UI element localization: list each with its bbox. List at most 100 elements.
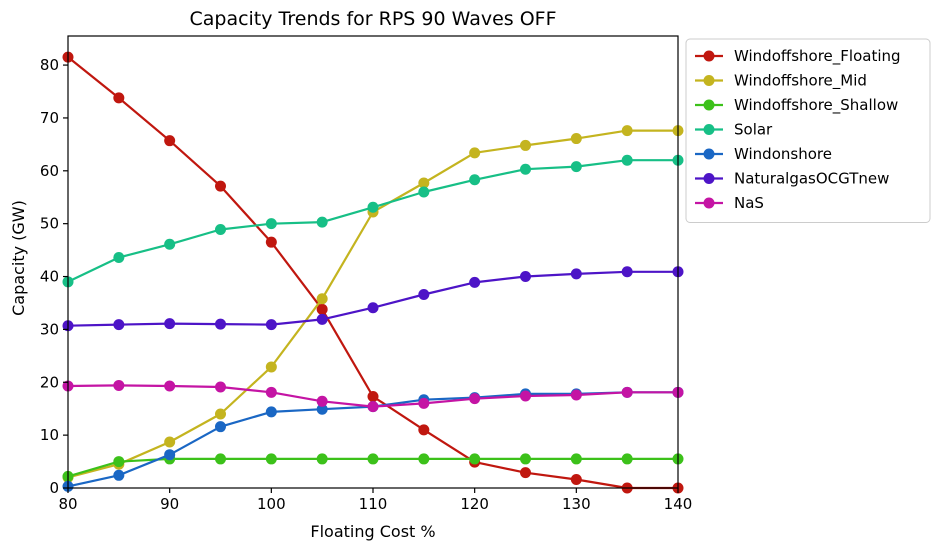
data-point-windonshore [113,469,125,481]
data-point-solar [520,163,531,175]
data-point-nas [367,401,379,413]
legend-label-solar: Solar [734,121,773,139]
data-point-naturalgasocgtnew [621,266,633,278]
data-point-naturalgasocgtnew [520,271,531,283]
data-point-windoffshore-floating [164,135,176,147]
x-tick-label: 110 [359,495,388,513]
data-point-windoffshore-mid [316,293,328,305]
data-point-windoffshore-shallow [113,456,125,468]
data-point-windoffshore-floating [113,92,125,104]
x-tick-label: 90 [160,495,179,513]
data-point-nas [113,379,125,391]
legend-label-windoffshore-shallow: Windoffshore_Shallow [734,96,898,115]
data-point-solar [113,252,125,264]
data-point-windonshore [316,403,328,415]
legend-label-windoffshore-mid: Windoffshore_Mid [734,72,867,91]
y-tick-label: 70 [40,109,59,127]
data-point-windoffshore-shallow [520,453,531,465]
data-point-naturalgasocgtnew [164,318,176,330]
legend-label-nas: NaS [734,194,764,212]
data-point-nas [316,395,328,407]
data-point-naturalgasocgtnew [316,313,328,325]
data-point-windoffshore-mid [265,361,277,373]
data-point-naturalgasocgtnew [113,319,125,331]
series-line-naturalgasocgtnew [67,270,678,327]
series-layer [62,51,684,494]
axes-layer: 80 90 100 110 120 130 140 0 10 20 30 40 50 60 70 80 [40,35,693,513]
y-tick-label: 10 [40,426,59,444]
y-tick-label: 60 [40,162,59,180]
y-tick-label: 0 [49,479,59,497]
y-axis-label: Capacity (GW) [9,200,28,316]
data-point-solar [265,218,277,230]
data-point-nas [215,381,226,393]
data-point-naturalgasocgtnew [367,302,379,314]
data-point-windoffshore-shallow [418,453,430,465]
data-point-windoffshore-mid [570,133,582,145]
data-point-windoffshore-shallow [367,453,379,465]
data-point-nas [520,390,531,402]
data-point-windoffshore-shallow [570,453,582,465]
plot-frame [67,35,679,489]
legend-label-windoffshore-floating: Windoffshore_Floating [734,47,901,66]
data-point-windoffshore-floating [418,424,430,436]
chart-title: Capacity Trends for RPS 90 Waves OFF [189,8,556,30]
data-point-nas [621,386,633,398]
x-tick-label: 130 [562,495,591,513]
data-point-naturalgasocgtnew [215,318,226,330]
data-point-windoffshore-mid [621,125,633,137]
legend: Windoffshore_Floating Windoffshore_Mid Win… [685,38,931,223]
legend-label-naturalgasocgtnew: NaturalgasOCGTnew [734,170,889,188]
data-point-nas [418,397,430,409]
data-point-nas [164,380,176,392]
data-point-windoffshore-mid [469,147,481,159]
data-point-solar [164,238,176,250]
data-point-windoffshore-mid [164,436,176,448]
y-tick-label: 80 [40,56,59,74]
data-point-windoffshore-mid [418,177,430,189]
legend-swatch-marker-windoffshore-floating [703,50,715,62]
y-tick-label: 20 [40,373,59,391]
x-tick-label: 120 [460,495,489,513]
legend-box [685,38,931,223]
legend-swatch-marker-solar [703,124,715,135]
data-point-nas [570,389,582,401]
data-point-naturalgasocgtnew [265,319,277,331]
data-point-windoffshore-shallow [469,453,481,465]
data-point-naturalgasocgtnew [469,276,481,288]
legend-label-windonshore: Windonshore [734,145,832,163]
data-point-nas [265,386,277,398]
x-tick-label: 80 [58,495,77,513]
x-tick-label: 100 [257,495,286,513]
y-tick-label: 30 [40,320,59,338]
data-point-windonshore [164,449,176,461]
legend-swatch-marker-windoffshore-mid [703,75,715,86]
data-point-windoffshore-floating [215,180,226,192]
x-tick-label: 140 [664,495,693,513]
y-tick-label: 40 [40,268,59,286]
data-point-windoffshore-floating [316,303,328,315]
data-point-windoffshore-shallow [316,453,328,465]
data-point-windoffshore-shallow [265,453,277,465]
data-point-windoffshore-mid [520,139,531,151]
data-point-windoffshore-floating [520,467,531,479]
data-point-naturalgasocgtnew [418,289,430,301]
data-point-solar [418,186,430,198]
data-point-windoffshore-floating [367,391,379,403]
series-line-solar [67,159,678,283]
y-tick-label: 50 [40,215,59,233]
data-point-windoffshore-shallow [215,453,226,465]
data-point-windoffshore-shallow [621,453,633,465]
data-point-solar [469,174,481,186]
data-point-solar [570,161,582,173]
data-point-solar [621,154,633,166]
legend-swatch-marker-windonshore [703,148,715,160]
data-point-windonshore [215,421,226,433]
legend-swatch-marker-naturalgasocgtnew [703,173,715,184]
data-point-windoffshore-floating [265,236,277,248]
legend-swatch-marker-nas [703,197,715,209]
data-point-windonshore [265,406,277,418]
data-point-nas [469,393,481,405]
data-point-naturalgasocgtnew [570,268,582,280]
